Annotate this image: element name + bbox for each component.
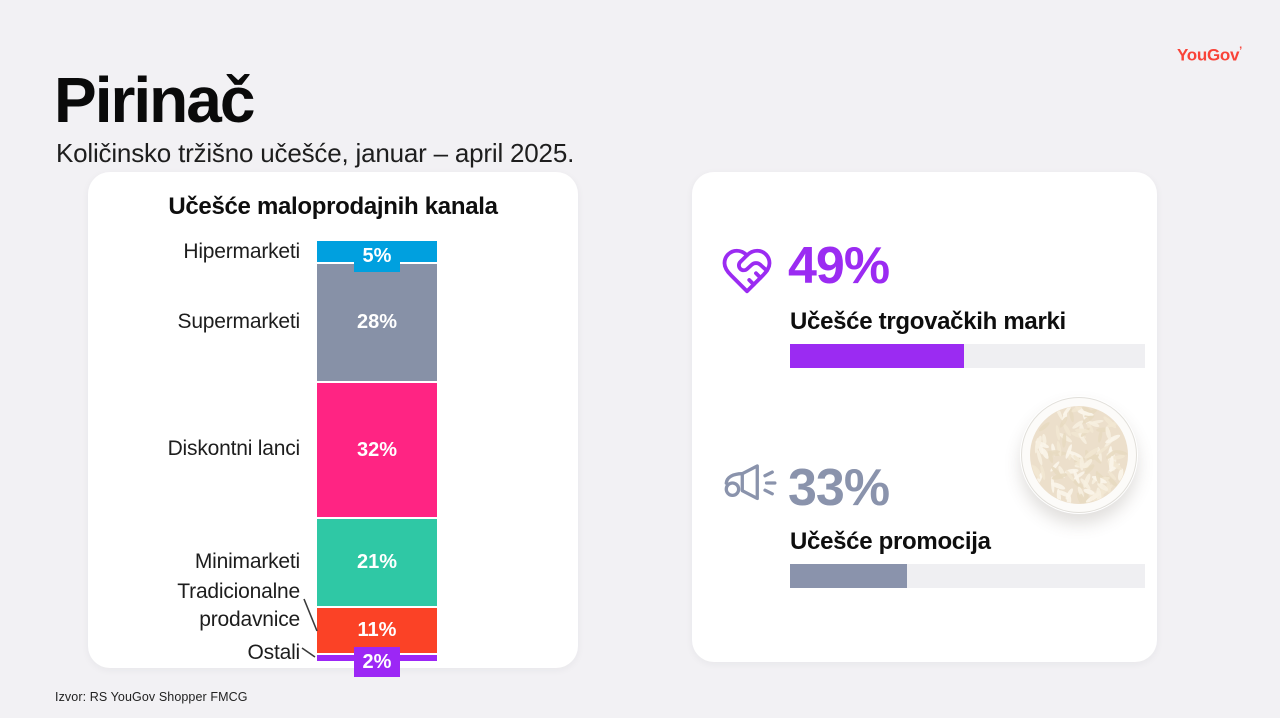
bar-segment-4: 11% <box>317 606 437 653</box>
segment-value-label: 11% <box>357 619 397 641</box>
category-label-1: Supermarketi <box>177 309 301 333</box>
page-subtitle: Količinsko tržišno učešće, januar – apri… <box>56 138 575 168</box>
kpi-label-private-label: Učešće trgovačkih marki <box>790 308 1066 335</box>
yougov-logo-text: YouGov <box>1177 45 1240 65</box>
source-note: Izvor: RS YouGov Shopper FMCG <box>55 690 248 704</box>
segment-value-badge: 5% <box>354 241 400 272</box>
yougov-logo: YouGov’ <box>1177 45 1242 66</box>
callout-lines <box>301 598 318 658</box>
heart-handshake-icon <box>720 244 774 303</box>
category-label-5: Ostali <box>247 641 301 664</box>
segment-value-label: 28% <box>356 311 398 333</box>
bar-segment-1: 28% <box>317 262 437 381</box>
kpi-value-private-label: 49% <box>788 237 890 295</box>
chart-title: Učešće maloprodajnih kanala <box>168 193 498 220</box>
bar-segment-3: 21% <box>317 517 437 606</box>
segment-value-label: 32% <box>356 438 398 461</box>
kpi-label-promotions: Učešće promocija <box>790 528 991 555</box>
progress-track-private-label <box>790 344 1145 368</box>
segment-value-badge: 2% <box>354 647 400 677</box>
bar-segment-2: 32% <box>317 381 437 517</box>
yougov-logo-mark: ’ <box>1239 45 1242 57</box>
progress-fill-private-label <box>790 344 964 368</box>
rice-bowl-image <box>1020 396 1138 514</box>
retail-channels-card: Učešće maloprodajnih kanala 28% 32% 21% 11%… <box>88 172 578 677</box>
page-title: Pirinač <box>54 63 255 136</box>
category-label-4: Tradicionalne prodavnice <box>177 580 300 631</box>
kpi-card: 49% Učešće trgovačkih marki 33% <box>692 172 1157 662</box>
segment-value-label: 21% <box>356 551 398 573</box>
category-label-3: Minimarketi <box>194 549 300 573</box>
category-label-0: Hipermarketi <box>183 239 300 263</box>
category-label-2: Diskontni lanci <box>167 437 301 460</box>
progress-track-promotions <box>790 564 1145 588</box>
megaphone-icon <box>718 462 780 511</box>
stacked-bar-chart: 28% 32% 21% 11% 5% Hipermarketi Supermarketi D… <box>88 239 578 677</box>
progress-fill-promotions <box>790 564 908 588</box>
kpi-value-promotions: 33% <box>788 459 890 517</box>
